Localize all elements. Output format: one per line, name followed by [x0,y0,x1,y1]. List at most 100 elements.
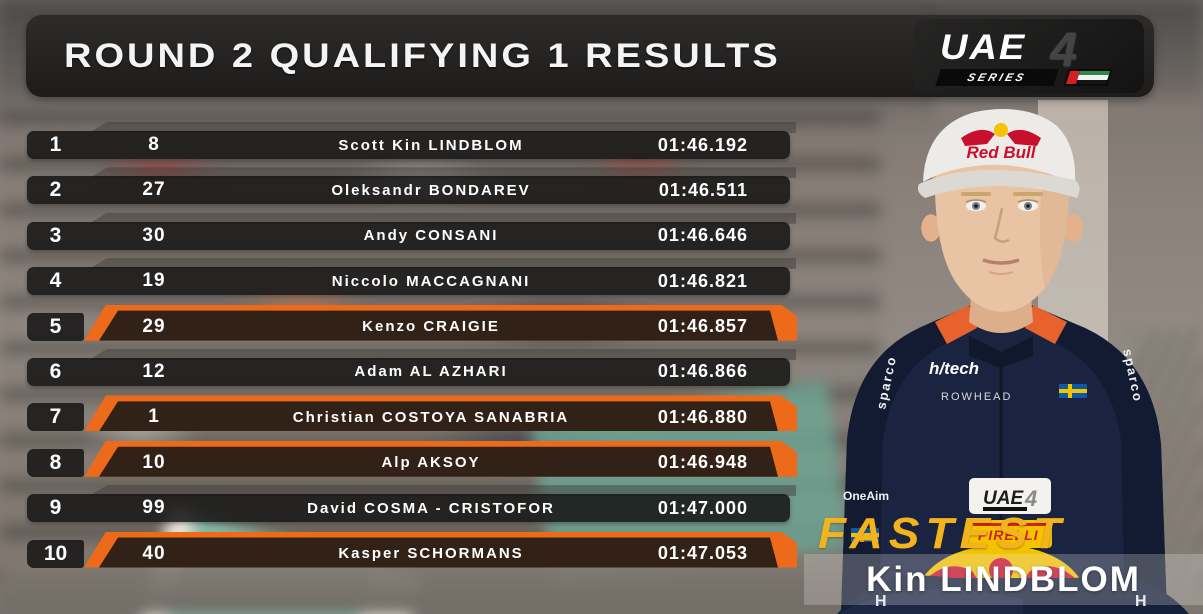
row-content: 5 29 Kenzo CRAIGIE 01:46.857 [27,313,793,341]
result-row: 8 10 Alp AKSOY 01:46.948 [27,440,797,477]
logo-brand-text: UAE [940,28,1027,68]
crossed-arms: H H [837,575,1189,614]
position-cell: 6 [49,359,62,383]
lap-time-cell: 01:46.511 [658,179,748,200]
lap-time-cell: 01:46.857 [657,316,748,337]
lap-time-cell: 01:46.880 [657,406,748,427]
car-number-cell: 30 [142,224,166,246]
position-chip [27,403,84,432]
driver-name-cell: Christian COSTOYA SANABRIA [292,408,570,426]
position-chip [27,539,84,568]
nose [993,207,1010,243]
mouth [982,258,1020,265]
results-rows: 1 8 Scott Kin LINDBLOM 01:46.192 2 27 Oleksand… [27,122,797,585]
redbull-cap: Red Bull [917,109,1080,198]
uae4-patch: UAE 4 [969,478,1051,514]
result-row: 3 30 Andy CONSANI 01:46.646 [27,212,796,250]
lap-time-cell: 01:47.053 [657,543,748,564]
driver-photo: sparco sparco h/tech ROWHEAD OneAim UAE … [837,100,1189,614]
row-content: 7 1 Christian COSTOYA SANABRIA 01:46.880 [27,403,793,431]
uae4-series-logo: UAE 4 SERIES [914,19,1144,93]
position-cell: 1 [49,133,62,156]
row-content: 10 40 Kasper SCHORMANS 01:47.053 [27,540,793,568]
driver-name-cell: Adam AL AZHARI [354,363,508,381]
position-cell: 2 [49,178,62,202]
driver-name-cell: Kenzo CRAIGIE [362,318,500,336]
row-bar [99,401,778,432]
redbull-cap-text: Red Bull [967,143,1037,162]
result-row: 7 1 Christian COSTOYA SANABRIA 01:46.880 [27,395,797,432]
driver-name-cell: Oleksandr BONDAREV [331,181,531,199]
car-number-cell: 10 [142,451,166,473]
row-shadow-band [89,167,796,179]
position-cell: 10 [43,541,68,565]
rowhead-logo: ROWHEAD [941,391,1012,403]
row-content: 8 10 Alp AKSOY 01:46.948 [27,449,793,477]
lap-time-cell: 01:46.948 [657,452,748,473]
result-row: 10 40 Kasper SCHORMANS 01:47.053 [27,531,797,568]
hitech-logo: h/tech [929,359,979,378]
result-row: 5 29 Kenzo CRAIGIE 01:46.857 [27,304,797,341]
row-bar [27,131,790,159]
position-cell: 7 [49,405,62,429]
result-row: 9 99 David COSMA - CRISTOFOR 01:47.000 [27,485,796,523]
eyes [961,192,1043,212]
svg-text:H: H [875,593,887,610]
row-content: 9 99 David COSMA - CRISTOFOR 01:47.000 [27,494,793,522]
logo-series-strip: SERIES [935,69,1059,86]
title-bar: ROUND 2 QUALIFYING 1 RESULTS UAE 4 SERIE… [26,15,1154,97]
driver-head [921,156,1083,333]
result-row: 1 8 Scott Kin LINDBLOM 01:46.192 [27,122,796,159]
car-number-cell: 27 [142,179,166,201]
row-content: 3 30 Andy CONSANI 01:46.646 [27,222,793,250]
logo-series-text: SERIES [965,71,1029,84]
row-content: 4 19 Niccolo MACCAGNANI 01:46.821 [27,267,793,295]
driver-name-cell: Andy CONSANI [363,227,499,245]
row-content: 2 27 Oleksandr BONDAREV 01:46.511 [27,176,793,204]
driver-name-cell: Scott Kin LINDBLOM [338,136,524,154]
car-number-cell: 1 [148,406,160,428]
car-number-cell: 40 [142,542,166,564]
position-cell: 3 [49,223,62,247]
row-shadow-band [89,258,796,270]
logo-number: 4 [1050,24,1077,77]
car-number-cell: 99 [142,497,166,519]
lap-time-cell: 01:46.646 [657,225,748,246]
lap-time-cell: 01:47.000 [657,497,748,518]
car-number-cell: 12 [142,360,166,382]
position-cell: 5 [49,314,62,338]
car-number-cell: 19 [142,270,166,292]
fastest-label: FASTEST [818,508,1068,558]
lap-time-cell: 01:46.821 [657,270,748,291]
fastest-driver-name: Kin LINDBLOM [866,559,1141,599]
row-bar [27,357,790,386]
lap-time-cell: 01:46.866 [657,361,748,382]
driver-name-cell: Niccolo MACCAGNANI [331,272,531,290]
result-row: 2 27 Oleksandr BONDAREV 01:46.511 [27,167,796,205]
driver-name-cell: David COSMA - CRISTOFOR [307,499,555,517]
race-suit: sparco sparco h/tech ROWHEAD OneAim UAE … [837,304,1189,614]
svg-text:UAE: UAE [983,488,1024,509]
car-number-cell: 8 [148,134,160,155]
driver-name-cell: Alp AKSOY [381,454,481,472]
row-content: 1 8 Scott Kin LINDBLOM 01:46.192 [27,131,793,159]
uae-flag-icon [1063,69,1113,86]
oneaim-logo: OneAim [843,489,889,503]
result-row: 6 12 Adam AL AZHARI 01:46.866 [27,348,796,386]
row-shadow-band [89,485,796,497]
position-chip [27,312,84,341]
position-chip [27,448,84,477]
row-bar [27,176,790,205]
row-bar [27,494,790,523]
car-number-cell: 29 [142,315,166,337]
result-row: 4 19 Niccolo MACCAGNANI 01:46.821 [27,258,796,296]
lap-time-cell: 01:46.192 [657,134,748,155]
row-shadow-band [89,212,796,224]
pirelli-patch: PIRELLI [968,520,1052,548]
svg-text:4: 4 [1024,486,1037,511]
row-bar [99,537,778,568]
row-bar [99,310,778,341]
position-cell: 9 [49,496,62,520]
driver-name-cell: Kasper SCHORMANS [338,545,524,563]
